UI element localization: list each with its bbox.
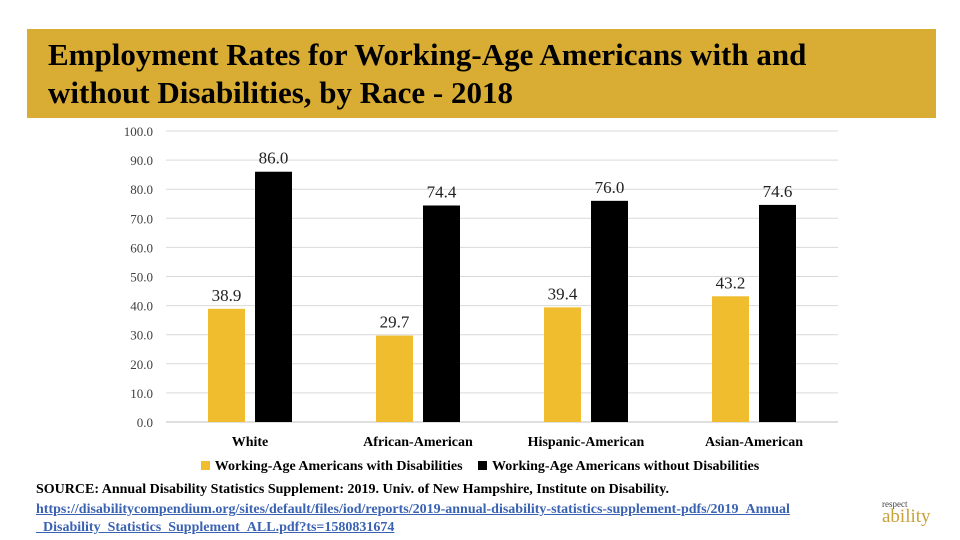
x-tick-label: Hispanic-American [528, 435, 645, 450]
bar-without-disabilities [255, 171, 292, 422]
legend-item-with-disabilities: Working-Age Americans with Disabilities [200, 459, 463, 475]
y-tick-label: 100.0 [124, 124, 153, 139]
data-label: 76.0 [595, 178, 625, 197]
y-tick-label: 0.0 [137, 415, 153, 430]
legend-swatch-with-disabilities [200, 461, 210, 470]
data-label: 29.7 [380, 313, 410, 332]
bar-chart: 0.0 10.0 20.0 30.0 40.0 50.0 60.0 70.0 80.0 90.0 1… [124, 124, 838, 450]
x-tick-label: African-American [363, 435, 473, 450]
y-tick-label: 30.0 [130, 328, 153, 343]
legend-item-without-disabilities: Working-Age Americans without Disabiliti… [478, 459, 759, 475]
data-label: 38.9 [212, 286, 242, 305]
logo-respect-text: respect [882, 499, 908, 509]
x-tick-label: Asian-American [705, 435, 803, 450]
y-tick-label: 50.0 [130, 270, 153, 285]
bar-with-disabilities [544, 307, 581, 422]
title-banner [27, 29, 936, 118]
legend-label-with-disabilities: Working-Age Americans with Disabilities [214, 459, 463, 474]
y-tick-label: 90.0 [130, 153, 153, 168]
y-tick-label: 10.0 [130, 386, 153, 401]
bar-without-disabilities [591, 200, 628, 422]
bar-with-disabilities [208, 308, 245, 422]
logo-ability-text: ability [882, 506, 931, 527]
data-label: 39.4 [548, 284, 578, 303]
respectability-logo: respect ability [882, 499, 952, 527]
data-label: 86.0 [259, 149, 289, 168]
source-citation: SOURCE: Annual Disability Statistics Sup… [36, 482, 669, 497]
y-tick-label: 60.0 [130, 240, 153, 255]
data-label: 74.4 [427, 182, 457, 201]
bar-without-disabilities [423, 205, 460, 422]
bar-with-disabilities [376, 335, 413, 422]
y-tick-label: 40.0 [130, 299, 153, 314]
data-label: 43.2 [716, 273, 746, 292]
chart-legend: Working-Age Americans with Disabilities … [0, 459, 960, 475]
source-link[interactable]: https://disabilitycompendium.org/sites/d… [36, 502, 790, 535]
x-tick-label: White [232, 435, 269, 450]
y-tick-label: 80.0 [130, 182, 153, 197]
y-tick-label: 20.0 [130, 357, 153, 372]
y-tick-label: 70.0 [130, 211, 153, 226]
bar-with-disabilities [712, 296, 749, 422]
legend-swatch-without-disabilities [478, 461, 488, 470]
bar-without-disabilities [759, 204, 796, 422]
legend-label-without-disabilities: Working-Age Americans without Disabiliti… [492, 459, 760, 474]
chart-title: Employment Rates for Working-Age America… [48, 37, 807, 110]
data-label: 74.6 [763, 182, 793, 201]
